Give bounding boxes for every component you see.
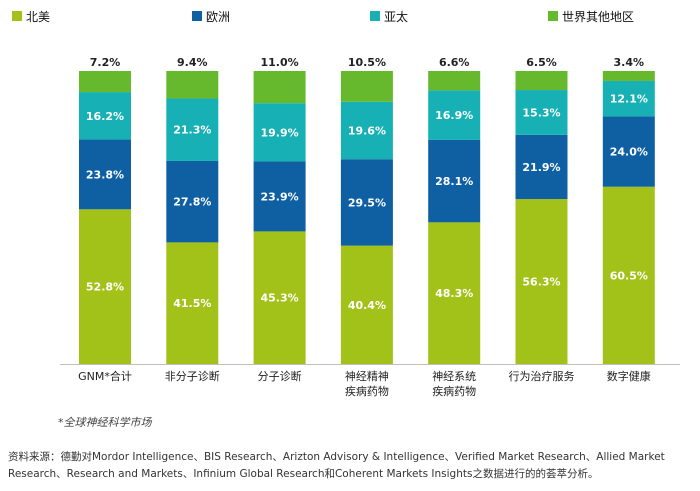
bar-segment-2-1 xyxy=(166,98,219,161)
bar-segment-0-5 xyxy=(515,199,568,364)
bar-segment-0-1 xyxy=(166,242,219,364)
bar-segment-3-1 xyxy=(166,71,219,99)
legend-label-0: 北美 xyxy=(26,9,51,24)
bar-segment-1-3 xyxy=(340,159,393,246)
data-label-1-1: 27.8% xyxy=(173,196,211,209)
chart-footnote: *全球神经科学市场 xyxy=(58,416,152,429)
source-note: 资料来源：德勤对Mordor Intelligence、BIS Research… xyxy=(8,451,665,480)
data-label-0-0: 52.8% xyxy=(86,281,124,294)
data-label-0-3: 40.4% xyxy=(348,299,386,312)
data-label-1-3: 29.5% xyxy=(348,196,386,209)
legend-label-2: 亚太 xyxy=(384,9,409,24)
category-label-6-0: 数字健康 xyxy=(607,369,651,383)
bar-segment-2-0 xyxy=(79,92,131,140)
data-label-3-0: 7.2% xyxy=(90,56,121,69)
bar-segment-3-0 xyxy=(79,71,131,93)
data-label-1-6: 24.0% xyxy=(610,146,648,159)
bar-segment-0-3 xyxy=(340,245,393,364)
category-label-1-0: 非分子诊断 xyxy=(165,369,220,383)
category-label-4-0: 神经系统 xyxy=(432,369,476,383)
bar-segment-3-5 xyxy=(515,71,568,91)
bar-segment-1-6 xyxy=(602,116,655,187)
data-label-3-5: 6.5% xyxy=(526,56,557,69)
data-label-2-4: 16.9% xyxy=(435,109,473,122)
legend-swatch-0 xyxy=(12,11,22,21)
data-label-2-5: 15.3% xyxy=(522,106,560,119)
legend-item-0: 北美 xyxy=(12,6,50,26)
data-label-2-2: 19.9% xyxy=(261,126,299,139)
legend-item-2: 亚太 xyxy=(370,6,408,26)
category-label-3-0: 神经精神 xyxy=(345,369,389,383)
bar-segment-1-5 xyxy=(515,134,568,200)
bar-segment-0-0 xyxy=(79,209,131,364)
bar-segment-2-2 xyxy=(253,103,306,162)
data-label-2-0: 16.2% xyxy=(86,110,124,123)
data-label-0-1: 41.5% xyxy=(173,297,211,310)
data-label-3-2: 11.0% xyxy=(261,56,299,69)
data-label-0-2: 45.3% xyxy=(261,292,299,305)
bar-segment-1-4 xyxy=(428,139,481,223)
data-label-1-5: 21.9% xyxy=(522,161,560,174)
legend-item-1: 欧洲 xyxy=(192,6,230,26)
bar-segment-0-2 xyxy=(253,231,306,364)
bar-segment-2-6 xyxy=(602,80,655,117)
data-label-1-2: 23.9% xyxy=(261,190,299,203)
legend-swatch-3 xyxy=(548,11,558,21)
bar-segment-2-5 xyxy=(515,90,568,135)
legend-label-1: 欧洲 xyxy=(206,9,231,24)
category-label-2-0: 分子诊断 xyxy=(258,369,302,383)
bar-segment-3-3 xyxy=(340,71,393,102)
bar-segment-3-6 xyxy=(602,71,655,81)
data-label-1-0: 23.8% xyxy=(86,168,124,181)
chart-legend: 北美 欧洲 亚太 世界其他地区 xyxy=(12,6,672,26)
data-label-3-1: 9.4% xyxy=(177,56,208,69)
bar-segment-1-2 xyxy=(253,161,306,232)
legend-item-3: 世界其他地区 xyxy=(548,6,634,26)
bar-segment-0-6 xyxy=(602,186,655,364)
bar-segment-2-4 xyxy=(428,90,481,140)
bar-segment-3-2 xyxy=(253,71,306,104)
data-label-3-6: 3.4% xyxy=(614,56,645,69)
category-label-5-0: 行为治疗服务 xyxy=(509,369,575,383)
legend-swatch-2 xyxy=(370,11,380,21)
bar-segment-3-4 xyxy=(428,71,481,91)
category-label-3-1: 疾病药物 xyxy=(345,384,389,398)
bar-segment-1-0 xyxy=(79,139,131,210)
bar-segment-2-3 xyxy=(340,101,393,160)
legend-swatch-1 xyxy=(192,11,202,21)
legend-label-3: 世界其他地区 xyxy=(562,9,635,24)
data-label-2-3: 19.6% xyxy=(348,124,386,137)
data-label-2-1: 21.3% xyxy=(173,124,211,137)
category-label-4-1: 疾病药物 xyxy=(432,384,476,398)
data-label-0-4: 48.3% xyxy=(435,287,473,300)
category-label-0-0: GNM*合计 xyxy=(78,369,132,383)
data-label-3-3: 10.5% xyxy=(348,56,386,69)
bar-segment-1-1 xyxy=(166,160,219,243)
data-label-1-4: 28.1% xyxy=(435,175,473,188)
data-label-0-5: 56.3% xyxy=(522,276,560,289)
data-label-3-4: 6.6% xyxy=(439,56,470,69)
data-label-0-6: 60.5% xyxy=(610,269,648,282)
data-label-2-6: 12.1% xyxy=(610,93,648,106)
bar-segment-0-4 xyxy=(428,222,481,364)
